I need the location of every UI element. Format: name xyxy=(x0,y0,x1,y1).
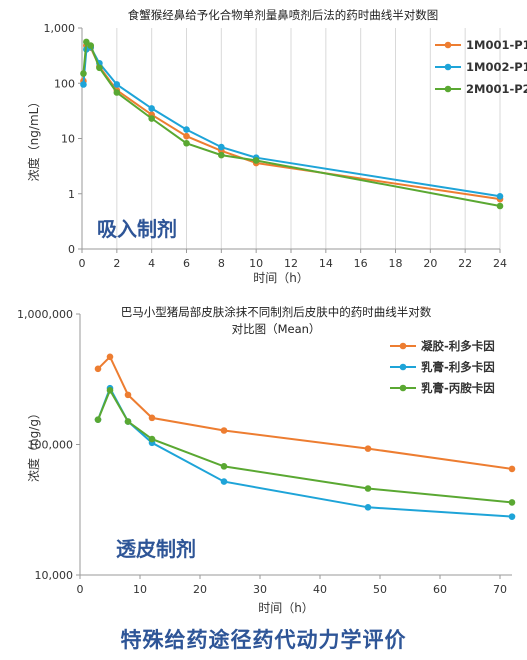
x-axis-label: 时间（h） xyxy=(258,601,314,615)
legend-label: 2M001-P2 xyxy=(466,82,527,96)
x-tick-label: 0 xyxy=(79,257,86,270)
data-point xyxy=(508,465,516,473)
data-point xyxy=(113,81,121,88)
data-point xyxy=(364,504,372,511)
data-point xyxy=(508,513,516,520)
data-point xyxy=(220,463,228,470)
legend-swatch-marker xyxy=(399,384,407,392)
data-point xyxy=(113,89,121,96)
x-tick-label: 18 xyxy=(389,257,403,270)
chart-annotation: 吸入制剂 xyxy=(97,217,177,241)
x-tick-label: 20 xyxy=(423,257,437,270)
x-tick-label: 10 xyxy=(133,583,147,596)
legend-swatch-marker xyxy=(399,363,407,371)
data-point xyxy=(183,132,190,140)
y-axis-label: 浓度（ng/mL） xyxy=(26,96,41,182)
x-tick-label: 60 xyxy=(433,583,447,596)
data-point xyxy=(94,365,102,373)
data-point xyxy=(218,143,225,151)
data-point xyxy=(183,126,190,133)
y-tick-label: 0 xyxy=(68,243,75,256)
y-tick-label: 100,000 xyxy=(28,439,74,452)
chart-1: 食蟹猴经鼻给予化合物单剂量鼻喷剂后法的药时曲线半对数图 0 1 10 100 1,000 0… xyxy=(26,8,527,285)
data-point xyxy=(220,427,228,434)
x-tick-label: 40 xyxy=(313,583,327,596)
data-point xyxy=(364,485,372,492)
x-tick-label: 8 xyxy=(218,257,225,270)
data-point xyxy=(124,418,132,425)
x-tick-label: 24 xyxy=(493,257,507,270)
data-point xyxy=(80,70,87,77)
x-axis-label: 时间（h） xyxy=(253,271,309,285)
legend-swatch-marker xyxy=(444,85,452,93)
chart-title: 食蟹猴经鼻给予化合物单剂量鼻喷剂后法的药时曲线半对数图 xyxy=(128,8,439,22)
footer-title: 特殊给药途径药代动力学评价 xyxy=(120,628,407,652)
x-tick-label: 0 xyxy=(77,583,84,596)
x-tick-label: 30 xyxy=(253,583,267,596)
data-point xyxy=(220,478,228,485)
data-point xyxy=(218,151,225,159)
data-point xyxy=(106,353,114,361)
legend-label: 1M001-P1 xyxy=(466,38,527,52)
x-tick-label: 22 xyxy=(458,257,472,270)
y-tick-label: 1,000,000 xyxy=(17,308,73,321)
x-tick-label: 2 xyxy=(113,257,120,270)
data-point xyxy=(124,391,132,399)
legend-label: 乳膏-丙胺卡因 xyxy=(421,381,495,395)
chart-title: 巴马小型猪局部皮肤涂抹不同制剂后皮肤中的药时曲线半对数 xyxy=(121,305,432,319)
x-tick-label: 6 xyxy=(183,257,190,270)
y-tick-label: 1,000 xyxy=(44,22,76,35)
x-tick-label: 10 xyxy=(249,257,263,270)
x-tick-label: 14 xyxy=(319,257,333,270)
legend-swatch-marker xyxy=(399,342,407,350)
data-point xyxy=(148,414,156,422)
data-point xyxy=(83,38,90,46)
x-tick-label: 4 xyxy=(148,257,155,270)
y-tick-label: 1 xyxy=(68,188,75,201)
data-point xyxy=(106,387,114,394)
data-point xyxy=(87,42,95,49)
y-axis-label: 浓度（ng/g） xyxy=(26,407,41,482)
x-tick-label: 20 xyxy=(193,583,207,596)
chart-subtitle: 对比图（Mean） xyxy=(232,322,321,336)
data-point xyxy=(496,202,504,210)
data-point xyxy=(80,81,87,88)
data-point xyxy=(94,416,102,423)
data-point xyxy=(496,192,504,200)
data-point xyxy=(183,139,190,147)
legend-swatch-marker xyxy=(444,41,452,49)
data-point xyxy=(96,64,103,72)
y-tick-label: 10,000 xyxy=(35,569,74,582)
data-point xyxy=(508,499,516,506)
series-line xyxy=(82,44,501,201)
y-tick-label: 10 xyxy=(61,133,75,146)
x-tick-label: 12 xyxy=(284,257,298,270)
data-point xyxy=(252,157,260,164)
legend-label: 乳膏-利多卡因 xyxy=(421,360,495,374)
x-tick-label: 50 xyxy=(373,583,387,596)
data-point xyxy=(148,115,155,122)
data-point xyxy=(148,105,155,112)
legend-label: 1M002-P1 xyxy=(466,60,527,74)
legend-label: 凝胶-利多卡因 xyxy=(421,339,495,353)
chart-annotation: 透皮制剂 xyxy=(116,537,196,561)
legend-swatch-marker xyxy=(444,63,452,71)
data-point xyxy=(148,435,156,443)
y-tick-label: 100 xyxy=(54,77,75,90)
x-tick-label: 70 xyxy=(493,583,507,596)
data-point xyxy=(364,445,372,452)
x-tick-label: 16 xyxy=(354,257,368,270)
series-line xyxy=(82,45,501,198)
